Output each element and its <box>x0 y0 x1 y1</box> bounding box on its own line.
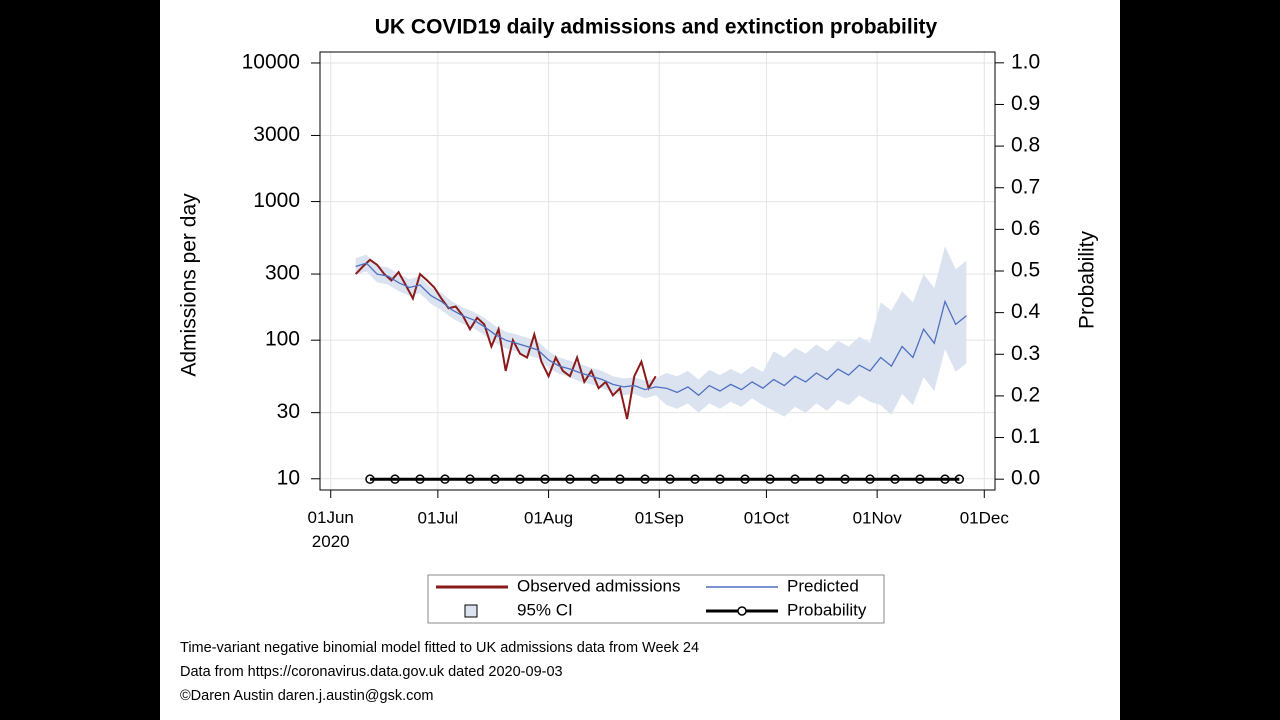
y2-tick-label: 0.6 <box>1011 217 1040 240</box>
probability-point <box>615 474 625 484</box>
x-tick-label: 01Sep <box>635 508 684 527</box>
y2-tick-label: 0.9 <box>1011 92 1040 115</box>
probability-point <box>440 474 450 484</box>
probability-point <box>890 474 900 484</box>
series-line <box>354 258 657 420</box>
y-tick-label: 30 <box>277 400 300 423</box>
probability-point <box>765 474 775 484</box>
x-tick-label: 01Nov <box>853 508 903 527</box>
plot-frame <box>319 51 996 491</box>
ci-band <box>355 246 967 417</box>
probability-point <box>365 474 375 484</box>
x-tick-label: 01Jun 2020 <box>308 508 354 551</box>
probability-point <box>865 474 875 484</box>
footnote: ©Daren Austin daren.j.austin@gsk.com <box>180 688 434 704</box>
probability-point <box>565 474 575 484</box>
probability-point <box>740 474 750 484</box>
x-tick-label: 01Jul <box>418 508 459 527</box>
y2-tick-label: 0.8 <box>1011 134 1040 157</box>
probability-point <box>465 474 475 484</box>
x-tick-label: 01Dec <box>960 508 1010 527</box>
y2-tick-label: 0.1 <box>1011 425 1040 448</box>
probability-point <box>490 474 500 484</box>
x-tick-label: 01Oct <box>744 508 790 527</box>
footnote: Time-variant negative binomial model fit… <box>180 640 699 656</box>
y2-tick-label: 1.0 <box>1011 50 1040 73</box>
panel <box>160 0 1120 720</box>
y-tick-label: 10 <box>277 466 300 489</box>
probability-point <box>540 474 550 484</box>
probability-point <box>690 474 700 484</box>
legend-label: Probability <box>787 600 867 619</box>
probability-point <box>640 474 650 484</box>
y2-tick-label: 0.4 <box>1011 300 1041 323</box>
probability-point <box>715 474 725 484</box>
y-tick-label: 10000 <box>242 51 300 74</box>
probability-point <box>940 474 950 484</box>
legend-label: Observed admissions <box>517 576 680 595</box>
probability-point <box>590 474 600 484</box>
legend-marker <box>737 606 747 616</box>
y-tick-label: 100 <box>265 328 300 351</box>
y2-tick-label: 0.5 <box>1011 259 1040 282</box>
y2-tick-label: 0.0 <box>1011 467 1040 490</box>
y2-tick-label: 0.2 <box>1011 383 1040 406</box>
y-tick-label: 1000 <box>253 189 300 212</box>
legend-box <box>427 574 885 624</box>
probability-point <box>815 474 825 484</box>
legend-label: 95% CI <box>517 600 573 619</box>
probability-point <box>915 474 925 484</box>
series-line <box>355 262 967 397</box>
y2-tick-label: 0.3 <box>1011 342 1040 365</box>
probability-point <box>390 474 400 484</box>
probability-point <box>954 474 965 484</box>
probability-point <box>415 474 425 484</box>
probability-point <box>790 474 800 484</box>
x-tick-label: 01Aug <box>524 508 573 527</box>
probability-point <box>840 474 850 484</box>
y2-tick-label: 0.7 <box>1011 175 1040 198</box>
footnote: Data from https://coronavirus.data.gov.u… <box>180 664 563 680</box>
probability-point <box>665 474 675 484</box>
legend-label: Predicted <box>787 576 859 595</box>
y-axis-label: Admissions per day <box>178 193 201 377</box>
y-tick-label: 3000 <box>253 123 300 146</box>
legend-swatch <box>464 604 478 618</box>
probability-point <box>515 474 525 484</box>
chart-title: UK COVID19 daily admissions and extincti… <box>375 16 938 39</box>
y2-axis-label: Probability <box>1076 230 1099 329</box>
y-tick-label: 300 <box>265 262 300 285</box>
